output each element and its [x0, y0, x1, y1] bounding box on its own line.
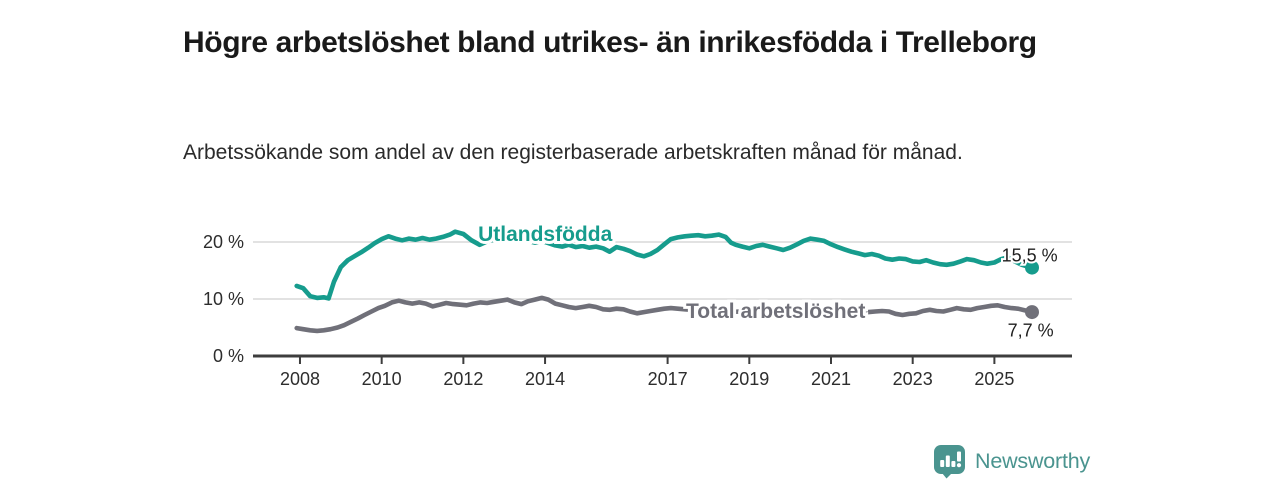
x-tick-label: 2008	[280, 369, 320, 389]
series-line	[294, 295, 1035, 334]
newsworthy-logo-text: Newsworthy	[975, 449, 1091, 473]
series-end-value-label: 7,7 %	[1008, 320, 1054, 340]
x-tick-label: 2010	[362, 369, 402, 389]
series-inline-label: Total arbetslöshet	[686, 300, 865, 323]
newsworthy-logo: Newsworthy	[933, 444, 1090, 479]
y-tick-label: 0 %	[213, 346, 244, 366]
x-tick-label: 2014	[525, 369, 565, 389]
line-chart-svg: 2008 2010 2012 2014 2017 2019 2021 2023 2025 0 % 1…	[203, 220, 1072, 389]
series-end-dot	[1025, 260, 1039, 275]
series-inline-label: Utlandsfödda	[478, 223, 612, 246]
x-tick-label: 2012	[443, 369, 483, 389]
series-end-dot	[1025, 305, 1039, 320]
x-tick-label: 2021	[811, 369, 851, 389]
y-tick-label: 10 %	[203, 289, 244, 309]
y-tick-label: 20 %	[203, 232, 244, 252]
x-tick-label: 2017	[648, 369, 688, 389]
chart-title: Högre arbetslöshet bland utrikes- än inr…	[183, 26, 1037, 60]
chart-subtitle: Arbetssökande som andel av den registerb…	[183, 141, 963, 164]
line-chart: 2008 2010 2012 2014 2017 2019 2021 2023 2025 0 % 1…	[180, 215, 1100, 400]
series-end-value-label: 15,5 %	[1002, 246, 1058, 266]
x-tick-label: 2023	[893, 369, 933, 389]
x-tick-label: 2019	[729, 369, 769, 389]
bar-chart-speech-bubble-icon	[934, 445, 965, 479]
x-tick-label: 2025	[974, 369, 1014, 389]
series-line	[294, 229, 1035, 301]
